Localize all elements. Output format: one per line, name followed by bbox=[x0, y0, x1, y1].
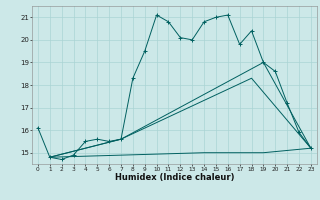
X-axis label: Humidex (Indice chaleur): Humidex (Indice chaleur) bbox=[115, 173, 234, 182]
